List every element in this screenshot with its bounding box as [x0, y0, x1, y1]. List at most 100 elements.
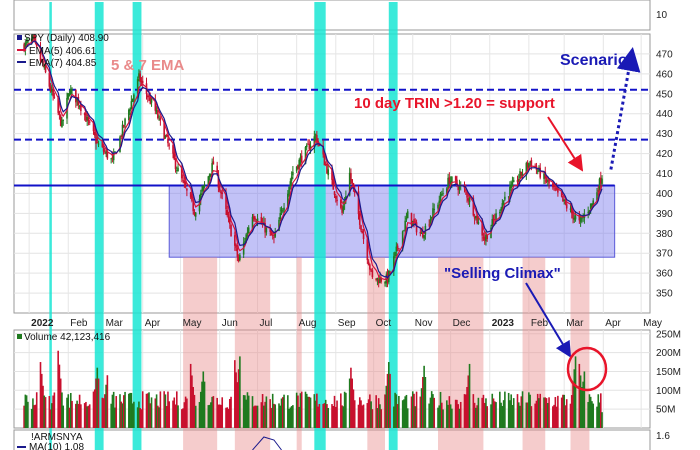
volume-bar [295, 392, 298, 428]
volume-bar [334, 406, 337, 428]
trin-annotation: 10 day TRIN >1.20 = support [354, 95, 555, 112]
price-tick-label: 350 [656, 289, 673, 300]
volume-bar [597, 394, 600, 428]
candle-body [572, 211, 574, 219]
volume-bar [353, 400, 356, 428]
x-tick-label: Nov [415, 318, 433, 329]
volume-bar [309, 397, 312, 428]
candle-body [33, 35, 35, 40]
candle-body [146, 95, 149, 98]
candle-body [69, 89, 72, 95]
volume-bar [376, 408, 379, 428]
volume-bar [148, 392, 150, 428]
candle-body [198, 198, 201, 212]
volume-bar [511, 405, 514, 428]
volume-bar [316, 393, 318, 428]
volume-bar [93, 389, 96, 428]
volume-bar [67, 394, 70, 428]
volume-bar [92, 391, 95, 428]
volume-bar [536, 393, 539, 428]
candle-body [472, 197, 475, 216]
candle-body [288, 186, 290, 195]
volume-bar [493, 401, 496, 428]
candle-body [92, 122, 95, 132]
candle-body [305, 144, 308, 148]
candle-body [95, 136, 97, 144]
volume-bar [448, 396, 451, 428]
signal-band [132, 2, 142, 450]
candle-body [247, 227, 250, 234]
trin-band [296, 257, 302, 450]
volume-bar [281, 397, 284, 428]
candle-body [458, 185, 461, 189]
candle-body [217, 174, 220, 188]
volume-bar [236, 382, 239, 428]
x-tick-label: Feb [70, 318, 88, 329]
candle-body [433, 208, 436, 211]
volume-bar [24, 394, 27, 428]
volume-bar [264, 401, 266, 428]
candle-body [385, 274, 388, 284]
volume-bar [387, 362, 390, 428]
candle-body [279, 213, 282, 220]
candle-body [331, 168, 333, 180]
candle-body [517, 178, 520, 182]
volume-bar [367, 399, 370, 428]
candle-body [32, 35, 34, 38]
candle-body [154, 99, 157, 111]
volume-bar [23, 405, 25, 428]
scenario-arrow [609, 46, 641, 170]
candle-body [587, 212, 589, 214]
volume-bar [124, 391, 126, 428]
candle-body [141, 80, 144, 84]
symbol-label: SPY (Daily) 408.90 [24, 33, 109, 44]
volume-bar [105, 384, 107, 428]
volume-label: Volume 42,123,416 [24, 332, 111, 343]
candle-body [379, 277, 381, 283]
candle-body [389, 271, 391, 273]
candle-body [423, 235, 425, 239]
volume-tick-label: 250M [656, 329, 681, 340]
candle-body [350, 173, 352, 180]
x-tick-label: 2022 [31, 318, 54, 329]
candle-body [438, 200, 441, 203]
volume-bar-layer [23, 350, 603, 428]
volume-bar [247, 395, 250, 428]
volume-bar [120, 401, 123, 428]
candle-body [53, 96, 56, 98]
candle-layer [23, 34, 603, 288]
volume-bar [139, 408, 141, 428]
volume-bar [419, 396, 422, 428]
candle-body [270, 230, 273, 236]
volume-bar [507, 392, 510, 428]
candle-body [457, 187, 459, 191]
candle-body [42, 60, 44, 66]
candle-body [191, 196, 193, 201]
volume-bar [446, 400, 448, 428]
volume-bar [516, 394, 519, 428]
candle-body [340, 199, 342, 208]
candle-body [93, 131, 96, 136]
candle-body [51, 89, 53, 92]
candle-body [184, 181, 187, 188]
candle-body [239, 254, 241, 260]
candle-body [35, 43, 38, 47]
candle-body [164, 135, 167, 138]
candle-body [432, 208, 434, 219]
volume-bar [332, 405, 335, 428]
candle-body [133, 94, 135, 101]
candle-body [273, 237, 275, 239]
volume-bar [430, 391, 433, 428]
volume-bar [141, 391, 144, 428]
candle-body [39, 47, 42, 61]
volume-bar [467, 375, 470, 428]
ema7-line [23, 40, 603, 279]
volume-bar [555, 406, 558, 428]
volume-bar [525, 402, 528, 428]
volume-bar [88, 404, 91, 428]
candle-body [442, 193, 444, 195]
volume-bar [457, 404, 459, 428]
x-axis: 2022 Feb Mar Apr May Jun Jul Aug Sep Oct Nov Dec 202… [31, 318, 662, 329]
candle-body [464, 189, 467, 191]
volume-bar [77, 403, 80, 428]
